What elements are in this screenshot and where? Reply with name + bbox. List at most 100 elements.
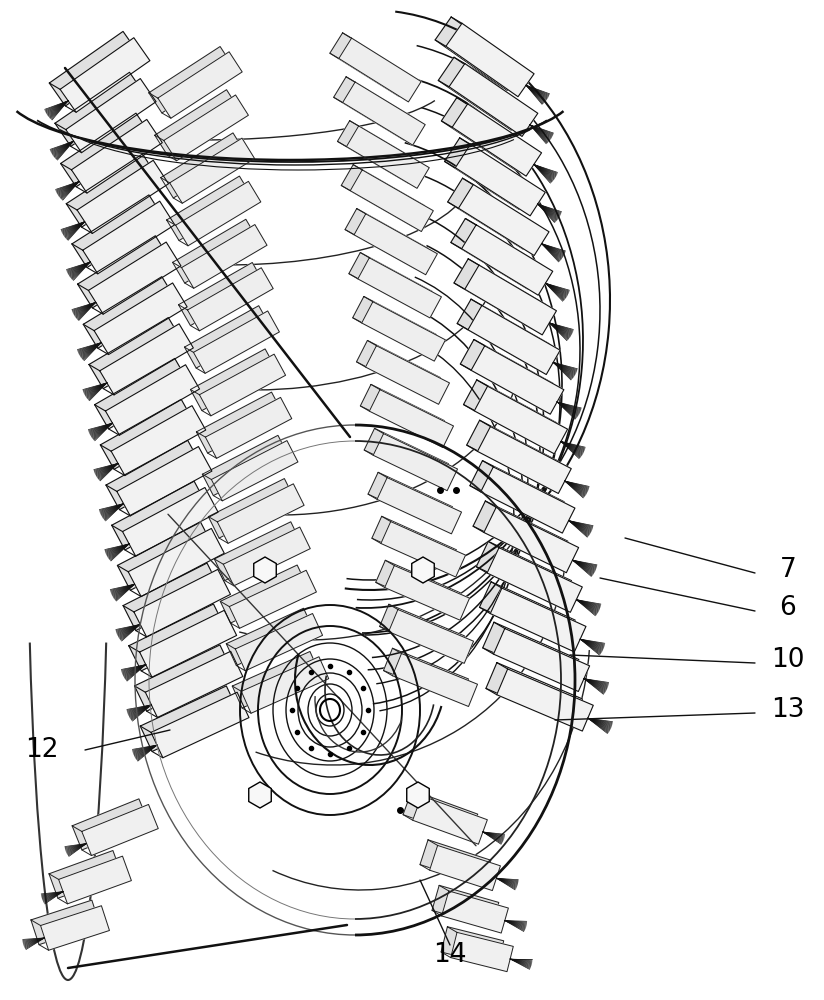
Polygon shape [190, 349, 277, 411]
Polygon shape [457, 299, 550, 368]
Polygon shape [484, 507, 578, 573]
Polygon shape [377, 478, 461, 534]
Polygon shape [380, 604, 465, 658]
Polygon shape [77, 160, 169, 233]
Polygon shape [368, 472, 452, 529]
Polygon shape [139, 610, 236, 677]
Polygon shape [123, 488, 218, 556]
Polygon shape [129, 528, 224, 597]
Polygon shape [330, 33, 412, 97]
Polygon shape [164, 95, 248, 161]
Polygon shape [77, 236, 171, 308]
Polygon shape [229, 570, 316, 628]
Polygon shape [205, 397, 292, 458]
Polygon shape [476, 541, 572, 606]
Polygon shape [60, 38, 150, 112]
Polygon shape [188, 268, 274, 331]
Polygon shape [381, 522, 466, 577]
Polygon shape [185, 306, 270, 368]
Polygon shape [155, 90, 240, 155]
Polygon shape [73, 799, 148, 850]
Polygon shape [452, 104, 541, 176]
Polygon shape [477, 427, 571, 493]
Polygon shape [66, 154, 157, 227]
Text: 14: 14 [433, 942, 466, 968]
Polygon shape [72, 119, 162, 193]
Polygon shape [117, 522, 213, 590]
Polygon shape [199, 354, 286, 416]
Text: 7: 7 [780, 557, 796, 583]
Polygon shape [72, 195, 164, 268]
Polygon shape [497, 669, 593, 731]
Polygon shape [357, 340, 441, 399]
Polygon shape [40, 906, 110, 950]
Text: 6: 6 [780, 595, 796, 621]
Polygon shape [149, 47, 233, 113]
Polygon shape [470, 461, 564, 527]
Polygon shape [456, 144, 545, 216]
Polygon shape [134, 645, 232, 711]
Polygon shape [435, 17, 523, 90]
Polygon shape [413, 796, 487, 844]
Polygon shape [441, 927, 503, 966]
Polygon shape [334, 77, 416, 140]
Polygon shape [117, 447, 212, 516]
Polygon shape [362, 302, 446, 361]
Polygon shape [218, 484, 304, 543]
Polygon shape [123, 563, 220, 631]
Polygon shape [364, 428, 448, 485]
Polygon shape [61, 113, 152, 187]
Polygon shape [49, 31, 139, 106]
Polygon shape [353, 296, 437, 356]
Polygon shape [227, 608, 314, 666]
Polygon shape [83, 277, 176, 348]
Polygon shape [480, 467, 575, 533]
Polygon shape [438, 57, 527, 130]
Polygon shape [343, 82, 425, 145]
Polygon shape [145, 651, 243, 717]
Polygon shape [487, 548, 583, 612]
Polygon shape [105, 365, 199, 435]
Polygon shape [369, 390, 453, 447]
Polygon shape [346, 126, 429, 188]
Polygon shape [447, 178, 538, 249]
Text: 10: 10 [771, 647, 805, 673]
Polygon shape [432, 885, 499, 927]
Polygon shape [158, 52, 242, 118]
Polygon shape [446, 23, 534, 97]
Polygon shape [458, 184, 549, 256]
Polygon shape [82, 804, 158, 856]
Polygon shape [475, 386, 568, 454]
Polygon shape [100, 324, 194, 395]
Polygon shape [208, 479, 295, 538]
Polygon shape [49, 851, 122, 898]
Polygon shape [66, 79, 156, 153]
Polygon shape [420, 840, 491, 885]
Polygon shape [383, 648, 469, 701]
Polygon shape [354, 214, 438, 275]
Polygon shape [176, 181, 261, 246]
Polygon shape [442, 891, 508, 933]
Polygon shape [161, 133, 246, 198]
Polygon shape [490, 588, 586, 652]
Polygon shape [468, 305, 560, 375]
Polygon shape [465, 265, 556, 335]
Polygon shape [89, 318, 183, 389]
Text: 12: 12 [26, 737, 59, 763]
Polygon shape [494, 629, 590, 691]
Polygon shape [338, 121, 420, 183]
Polygon shape [59, 856, 131, 904]
Polygon shape [236, 614, 322, 671]
Polygon shape [345, 209, 428, 269]
Polygon shape [111, 406, 206, 476]
Polygon shape [95, 358, 189, 429]
Polygon shape [55, 72, 145, 146]
Polygon shape [366, 346, 449, 404]
Polygon shape [480, 582, 575, 646]
Polygon shape [214, 522, 302, 581]
Polygon shape [172, 219, 258, 283]
Polygon shape [101, 399, 195, 469]
Polygon shape [350, 170, 433, 232]
Polygon shape [196, 392, 283, 453]
Polygon shape [429, 845, 500, 891]
